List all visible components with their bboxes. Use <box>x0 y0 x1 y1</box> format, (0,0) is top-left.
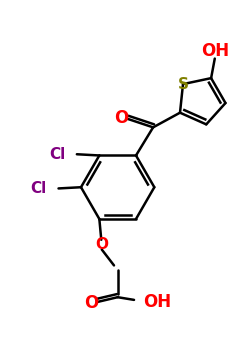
Text: OH: OH <box>143 293 172 311</box>
Text: O: O <box>95 237 108 252</box>
Text: O: O <box>84 294 99 312</box>
Text: Cl: Cl <box>30 181 47 196</box>
Text: OH: OH <box>201 42 229 60</box>
Text: S: S <box>178 77 188 92</box>
Text: Cl: Cl <box>49 147 65 162</box>
Text: O: O <box>114 108 128 127</box>
